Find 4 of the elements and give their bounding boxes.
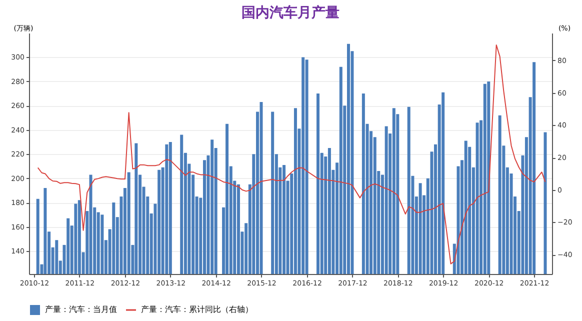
line-series <box>37 44 546 264</box>
legend-label: 产量：汽车：累计同比（右轴） <box>141 305 253 314</box>
legend-label: 产量：汽车：当月值 <box>45 305 117 314</box>
chart-title: 国内汽车月产量 <box>242 4 340 21</box>
